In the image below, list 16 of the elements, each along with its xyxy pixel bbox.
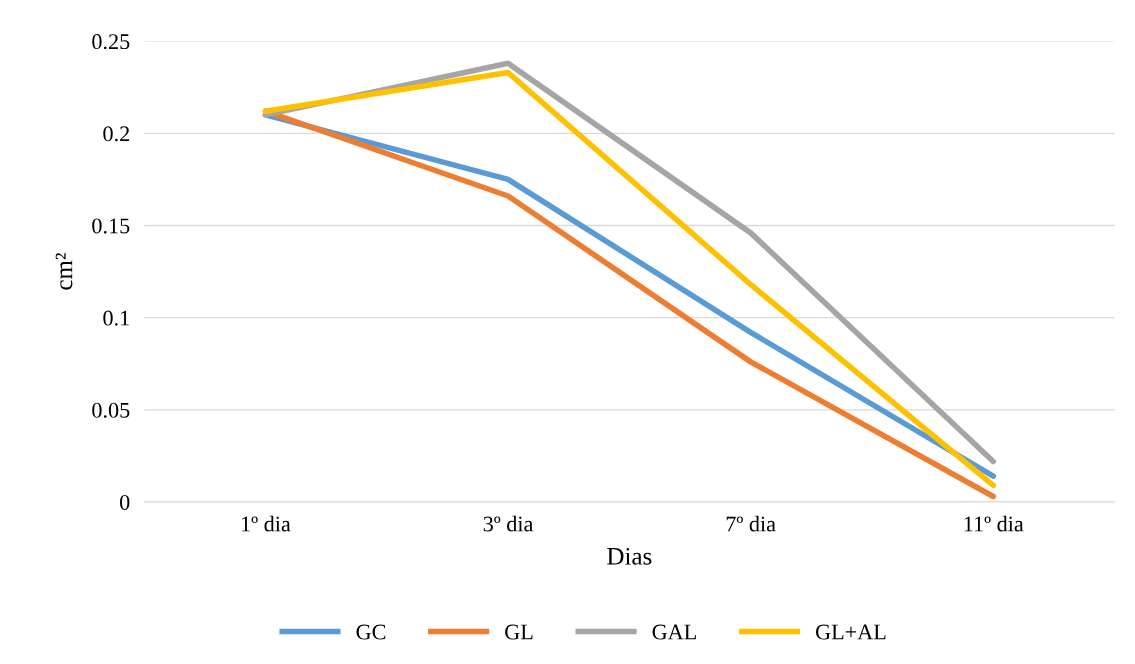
y-tick-label: 0.1 [103, 310, 129, 326]
legend-label: GL [505, 624, 533, 640]
legend-label: GC [356, 624, 386, 640]
legend-label: GAL [652, 624, 696, 640]
y-tick-label: 0 [119, 494, 130, 510]
x-tick-label: 3º dia [483, 515, 534, 532]
x-tick-label: 1º dia [242, 515, 291, 532]
y-axis-title: cm² [55, 253, 73, 290]
x-axis-title: Dias [607, 547, 652, 565]
y-tick-label: 0.05 [92, 402, 130, 418]
x-tick-label: 7º dia [726, 515, 776, 532]
legend-label: GL+AL [815, 624, 886, 640]
y-tick-label: 0.2 [103, 126, 130, 142]
y-tick-label: 0.15 [92, 218, 130, 234]
y-tick-label: 0.25 [92, 34, 130, 50]
x-tick-label: 11º dia [964, 515, 1024, 532]
